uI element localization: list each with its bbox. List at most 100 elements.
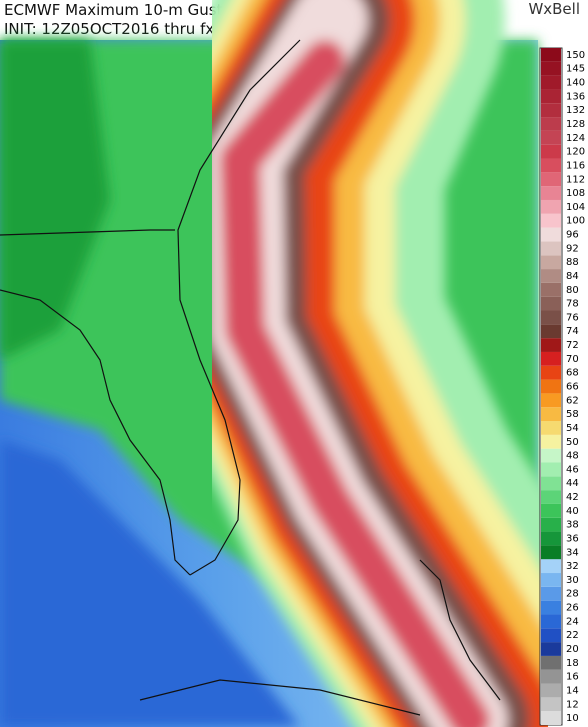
- colorbar-swatch: [541, 379, 561, 394]
- colorbar-label: 70: [566, 354, 579, 365]
- colorbar-swatch: [541, 117, 561, 131]
- colorbar-swatch: [541, 517, 561, 532]
- colorbar-swatch: [541, 144, 561, 159]
- colorbar-label: 14: [566, 685, 579, 696]
- colorbar-swatch: [541, 213, 561, 228]
- colorbar-swatch: [541, 158, 561, 173]
- colorbar-label: 26: [566, 603, 579, 614]
- colorbar-label: 66: [566, 382, 579, 393]
- colorbar-label: 74: [566, 326, 579, 337]
- colorbar-label: 48: [566, 451, 579, 462]
- colorbar-swatch: [541, 351, 561, 366]
- colorbar-swatch: [541, 103, 561, 118]
- colorbar-label: 54: [566, 423, 579, 434]
- colorbar-label: 68: [566, 368, 579, 379]
- colorbar-label: 22: [566, 630, 579, 641]
- colorbar-label: 46: [566, 464, 579, 475]
- colorbar-swatch: [541, 199, 561, 214]
- colorbar-label: 24: [566, 616, 579, 627]
- colorbar-label: 80: [566, 285, 579, 296]
- colorbar-label: 28: [566, 589, 579, 600]
- colorbar-swatch: [541, 448, 561, 463]
- colorbar-label: 34: [566, 547, 579, 558]
- colorbar-label: 16: [566, 672, 579, 683]
- colorbar-label: 150: [566, 50, 585, 61]
- colorbar-label: 104: [566, 202, 585, 213]
- colorbar-label: 84: [566, 271, 579, 282]
- colorbar-swatch: [541, 545, 561, 560]
- colorbar-label: 120: [566, 147, 585, 158]
- colorbar-swatch: [541, 669, 561, 684]
- coastlines: [0, 39, 501, 716]
- colorbar-swatch: [541, 89, 561, 104]
- colorbar-swatch: [541, 241, 561, 256]
- colorbar-swatch: [541, 614, 561, 629]
- colorbar-label: 72: [566, 340, 579, 351]
- colorbar-label: 128: [566, 119, 585, 130]
- colorbar-swatch: [541, 642, 561, 656]
- colorbar-swatch: [541, 462, 561, 477]
- colorbar-label: 78: [566, 299, 579, 310]
- colorbar-label: 136: [566, 91, 585, 102]
- colorbar-swatch: [541, 269, 561, 283]
- brand: WxBell: [528, 0, 580, 18]
- colorbar-label: 124: [566, 133, 585, 144]
- colorbar-label: 50: [566, 437, 579, 448]
- colorbar-label: 108: [566, 188, 585, 199]
- colorbar-swatch: [541, 503, 561, 518]
- colorbar-label: 116: [566, 160, 585, 171]
- colorbar-label: 100: [566, 216, 585, 227]
- colorbar-swatch: [541, 683, 561, 698]
- colorbar-swatch: [541, 600, 561, 615]
- colorbar-label: 44: [566, 478, 579, 489]
- colorbar-swatch: [541, 282, 561, 297]
- colorbar-label: 20: [566, 644, 579, 655]
- colorbar-label: 88: [566, 257, 579, 268]
- colorbar-swatch: [541, 531, 561, 546]
- colorbar-label: 18: [566, 658, 579, 669]
- colorbar-swatch: [541, 559, 561, 574]
- colorbar-label: 36: [566, 533, 579, 544]
- colorbar-label: 145: [566, 64, 585, 75]
- colorbar-swatch: [541, 130, 561, 145]
- colorbar-swatch: [541, 628, 561, 643]
- colorbar-swatch: [541, 48, 561, 62]
- colorbar-label: 58: [566, 409, 579, 420]
- colorbar-swatch: [541, 227, 561, 242]
- colorbar-label: 32: [566, 561, 579, 572]
- colorbar-swatch: [541, 172, 561, 187]
- colorbar-swatch: [541, 365, 561, 380]
- colorbar-label: 112: [566, 174, 585, 185]
- colorbar-label: 30: [566, 575, 579, 586]
- colorbar-swatch: [541, 697, 561, 712]
- colorbar-swatch: [541, 655, 561, 670]
- colorbar-swatch: [541, 324, 561, 339]
- colorbar-swatch: [541, 75, 561, 90]
- colorbar-swatch: [541, 476, 561, 491]
- colorbar-swatch: [541, 407, 561, 422]
- colorbar-swatch: [541, 310, 561, 325]
- colorbar-swatch: [541, 573, 561, 587]
- colorbar-label: 132: [566, 105, 585, 116]
- colorbar-label: 12: [566, 699, 579, 710]
- colorbar-label: 38: [566, 520, 579, 531]
- colorbar-swatch: [541, 421, 561, 435]
- colorbar-swatch: [541, 490, 561, 504]
- colorbar-label: 140: [566, 78, 585, 89]
- colorbar-swatch: [541, 586, 561, 601]
- colorbar-label: 96: [566, 230, 579, 241]
- colorbar-label: 40: [566, 506, 579, 517]
- colorbar: 10 12 14 16 18 20 22 24 26 28 30 32 34 36 38 40 42 44 46 48…: [539, 47, 585, 726]
- colorbar-swatch: [541, 338, 561, 352]
- colorbar-swatch: [541, 255, 561, 270]
- colorbar-swatch: [541, 393, 561, 408]
- colorbar-swatch: [541, 186, 561, 200]
- colorbar-label: 62: [566, 395, 579, 406]
- colorbar-label: 92: [566, 243, 579, 254]
- colorbar-swatch: [541, 296, 561, 311]
- colorbar-label: 42: [566, 492, 579, 503]
- colorbar-swatch: [541, 711, 561, 725]
- colorbar-swatch: [541, 434, 561, 449]
